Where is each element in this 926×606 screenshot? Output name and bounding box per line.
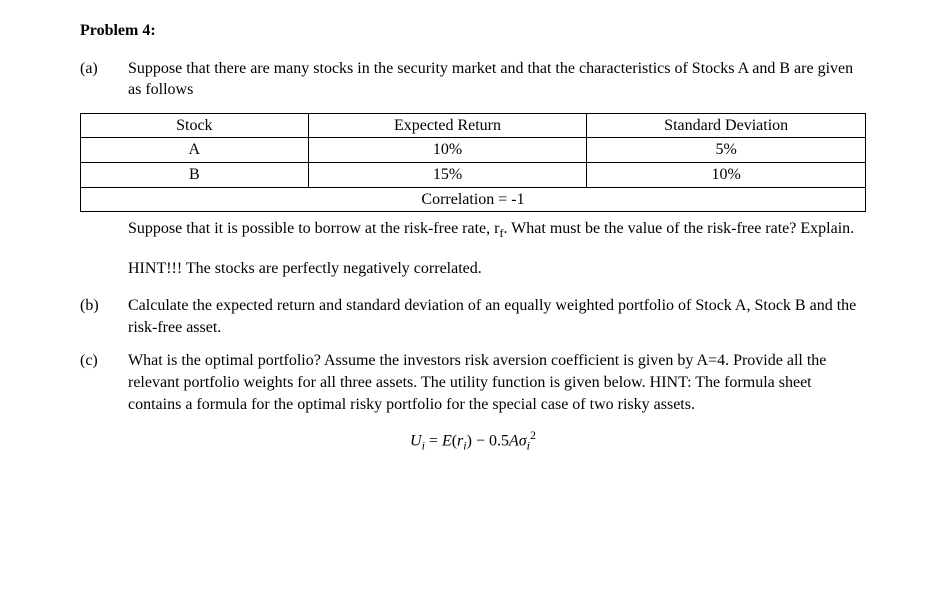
part-a: (a) Suppose that there are many stocks i… <box>80 58 866 101</box>
eq-A-sigma: Aσ <box>509 432 527 449</box>
header-std-dev: Standard Deviation <box>587 113 866 138</box>
eq-U: U <box>410 432 422 449</box>
correlation-row: Correlation = -1 <box>81 187 866 212</box>
followup-text-b: . What must be the value of the risk-fre… <box>503 220 854 237</box>
eq-minus: − 0.5 <box>472 432 509 449</box>
header-expected-return: Expected Return <box>308 113 587 138</box>
eq-E: E <box>442 432 452 449</box>
part-a-hint: HINT!!! The stocks are perfectly negativ… <box>128 258 866 280</box>
problem-title: Problem 4: <box>80 20 866 42</box>
cell-return-b: 15% <box>308 162 587 187</box>
part-c: (c) What is the optimal portfolio? Assum… <box>80 350 866 415</box>
cell-stddev-a: 5% <box>587 138 866 163</box>
cell-stock-b: B <box>81 162 309 187</box>
part-b-label: (b) <box>80 295 128 338</box>
part-a-intro: Suppose that there are many stocks in th… <box>128 58 866 101</box>
cell-return-a: 10% <box>308 138 587 163</box>
part-c-text: What is the optimal portfolio? Assume th… <box>128 350 866 415</box>
eq-sup-2: 2 <box>530 428 536 442</box>
part-c-label: (c) <box>80 350 128 415</box>
correlation-cell: Correlation = -1 <box>81 187 866 212</box>
utility-equation: Ui = E(ri) − 0.5Aσi2 <box>80 427 866 454</box>
part-b: (b) Calculate the expected return and st… <box>80 295 866 338</box>
table-row: A 10% 5% <box>81 138 866 163</box>
cell-stddev-b: 10% <box>587 162 866 187</box>
table-header-row: Stock Expected Return Standard Deviation <box>81 113 866 138</box>
part-a-label: (a) <box>80 58 128 101</box>
table-row: B 15% 10% <box>81 162 866 187</box>
part-a-followup: Suppose that it is possible to borrow at… <box>128 218 866 241</box>
header-stock: Stock <box>81 113 309 138</box>
eq-equals: = <box>425 432 442 449</box>
followup-text-a: Suppose that it is possible to borrow at… <box>128 220 499 237</box>
part-b-text: Calculate the expected return and standa… <box>128 295 866 338</box>
cell-stock-a: A <box>81 138 309 163</box>
stock-table: Stock Expected Return Standard Deviation… <box>80 113 866 212</box>
